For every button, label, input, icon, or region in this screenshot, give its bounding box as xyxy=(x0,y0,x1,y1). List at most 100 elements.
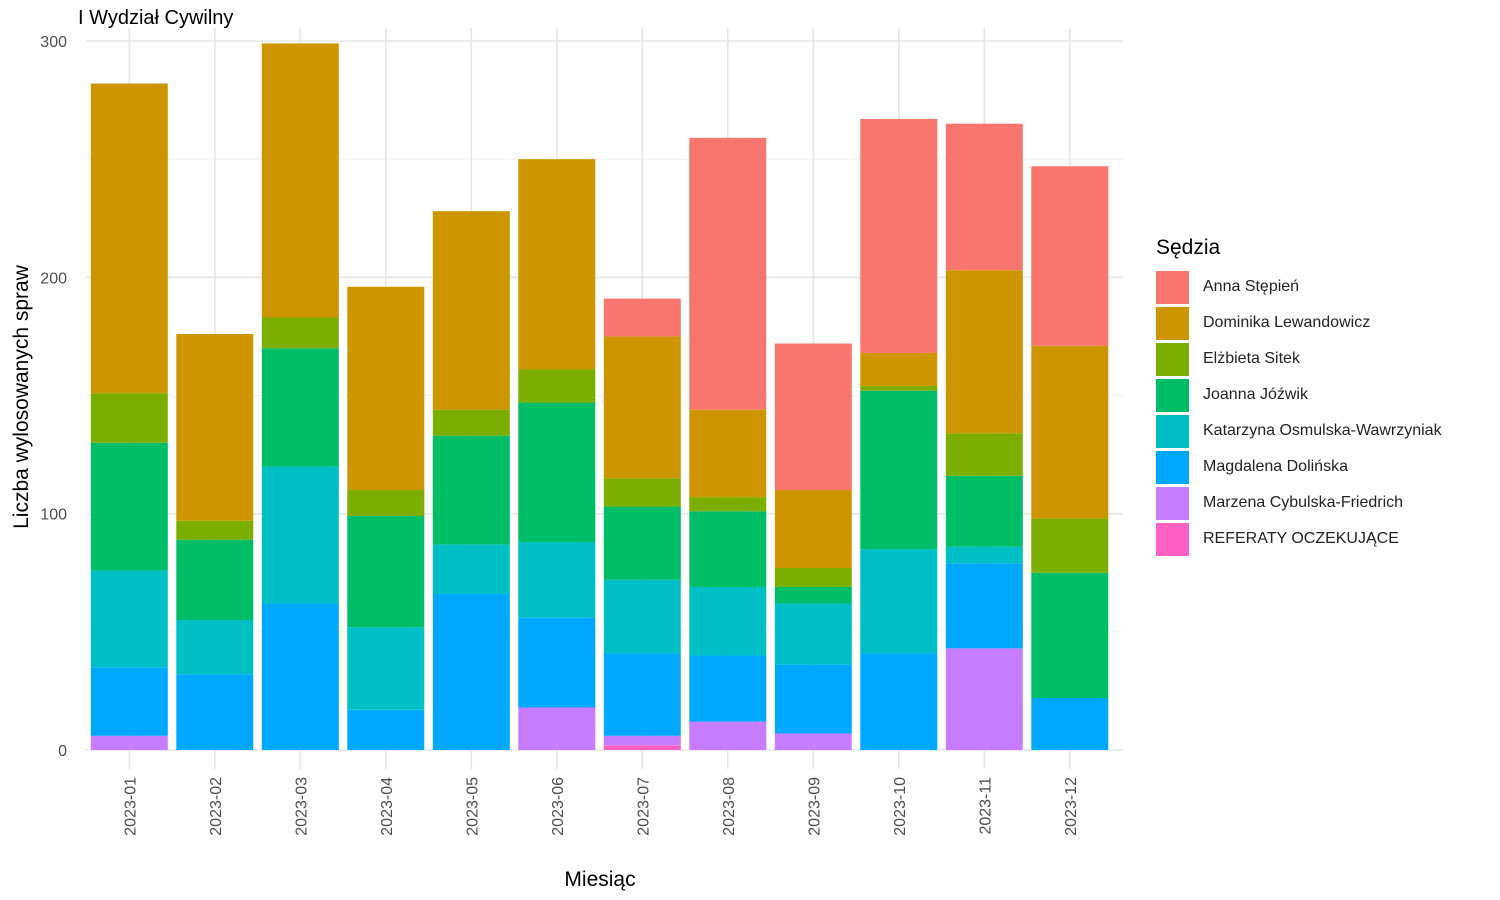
legend-item: Dominika Lewandowicz xyxy=(1156,305,1442,341)
bar-segment xyxy=(1031,572,1109,699)
legend-label: Katarzyna Osmulska-Wawrzyniak xyxy=(1203,422,1442,439)
bar-segment xyxy=(432,594,510,750)
bar-segment xyxy=(432,409,510,436)
bar-segment xyxy=(774,603,852,665)
x-tick-label: 2023-11 xyxy=(977,777,994,835)
y-tick-label: 100 xyxy=(40,507,67,524)
legend-swatch xyxy=(1156,342,1189,376)
bar-segment xyxy=(774,490,852,569)
bar-segment xyxy=(945,475,1023,547)
x-axis-label: Miesiąc xyxy=(564,868,635,891)
x-tick-label: 2023-09 xyxy=(806,777,823,836)
legend-swatch xyxy=(1156,450,1189,484)
legend-item: Anna Stępień xyxy=(1156,269,1442,305)
x-tick-label: 2023-02 xyxy=(208,777,225,836)
legend-swatch xyxy=(1156,414,1189,448)
legend-item: Marzena Cybulska-Friedrich xyxy=(1156,485,1442,521)
x-tick-label: 2023-08 xyxy=(721,777,738,836)
bar-segment xyxy=(860,352,938,387)
x-tick-label: 2023-12 xyxy=(1063,777,1080,836)
x-tick-label: 2023-07 xyxy=(635,777,652,836)
bar-segment xyxy=(518,369,596,403)
bar-segment xyxy=(261,317,339,349)
bar-segment xyxy=(176,539,254,621)
y-axis-label: Liczba wylosowanych spraw xyxy=(10,264,33,529)
bar-segment xyxy=(518,402,596,543)
bar-segment xyxy=(432,544,510,595)
legend-items: Anna Stępień Dominika Lewandowicz Elżbieta… xyxy=(1156,269,1442,557)
bar-segment xyxy=(1031,166,1109,346)
bar-segment xyxy=(945,270,1023,434)
y-axis-tick-labels: 0 100 200 300 xyxy=(40,34,67,760)
bar-segment xyxy=(945,546,1023,564)
bar-segment xyxy=(347,627,425,710)
y-tick-label: 0 xyxy=(58,743,67,760)
bar-segment xyxy=(689,497,767,512)
bar-segment xyxy=(1031,345,1109,519)
bar-segment xyxy=(860,118,938,353)
bar-segment xyxy=(774,733,852,750)
x-tick-label: 2023-01 xyxy=(122,777,139,836)
y-tick-label: 200 xyxy=(40,270,67,287)
x-tick-label: 2023-05 xyxy=(464,777,481,836)
bar-segment xyxy=(689,409,767,498)
bar-segment xyxy=(689,137,767,410)
bar-segment xyxy=(261,603,339,750)
bar-segment xyxy=(261,466,339,604)
bar-segment xyxy=(774,586,852,604)
bar-segment xyxy=(860,386,938,391)
legend-label: Dominika Lewandowicz xyxy=(1203,314,1371,331)
bar-segment xyxy=(176,620,254,675)
legend-label: Elżbieta Sitek xyxy=(1203,350,1300,367)
legend-swatch xyxy=(1156,522,1189,556)
bar-segment xyxy=(432,211,510,410)
bar-segment xyxy=(176,520,254,540)
bar-segment xyxy=(261,348,339,467)
bar-segment xyxy=(90,735,168,750)
bar-segment xyxy=(347,516,425,628)
legend-label: REFERATY OCZEKUJĄCE xyxy=(1203,530,1399,547)
bar-segment xyxy=(603,506,681,580)
bar-segment xyxy=(603,653,681,736)
bar-segment xyxy=(347,490,425,517)
bar-segment xyxy=(518,707,596,750)
legend-title: Sędzia xyxy=(1156,236,1221,259)
legend-label: Marzena Cybulska-Friedrich xyxy=(1203,494,1404,511)
legend-label: Anna Stępień xyxy=(1203,278,1300,295)
bar-segment xyxy=(945,433,1023,476)
bar-segment xyxy=(689,721,767,750)
bar-segment xyxy=(774,568,852,587)
legend-swatch xyxy=(1156,378,1189,412)
bar-segment xyxy=(261,43,339,318)
bars xyxy=(90,43,1109,750)
legend-item: Katarzyna Osmulska-Wawrzyniak xyxy=(1156,413,1442,449)
bar-segment xyxy=(603,478,681,507)
y-tick-label: 300 xyxy=(40,34,67,51)
legend-swatch xyxy=(1156,306,1189,340)
bar-segment xyxy=(1031,698,1109,750)
bar-segment xyxy=(90,570,168,668)
x-tick-label: 2023-10 xyxy=(892,777,909,836)
bar-segment xyxy=(1031,518,1109,573)
legend-label: Magdalena Dolińska xyxy=(1203,458,1348,475)
legend-swatch xyxy=(1156,486,1189,520)
bar-segment xyxy=(347,709,425,750)
bar-segment xyxy=(689,586,767,656)
x-axis-tick-labels: 2023-01 2023-02 2023-03 2023-04 2023-05 2023-… xyxy=(122,777,1080,836)
legend-swatch xyxy=(1156,270,1189,304)
legend: Sędzia Anna Stępień Dominika Lewandowicz E… xyxy=(1156,236,1442,557)
legend-item: REFERATY OCZEKUJĄCE xyxy=(1156,521,1442,557)
bar-segment xyxy=(90,667,168,736)
bar-segment xyxy=(432,435,510,545)
chart-title: I Wydział Cywilny xyxy=(78,7,234,29)
bar-segment xyxy=(603,579,681,654)
bar-segment xyxy=(774,343,852,491)
legend-item: Joanna Jóźwik xyxy=(1156,377,1442,413)
bar-segment xyxy=(945,123,1023,271)
bar-segment xyxy=(689,511,767,587)
bar-segment xyxy=(689,655,767,722)
bar-segment xyxy=(860,390,938,550)
bar-segment xyxy=(860,653,938,750)
bar-segment xyxy=(603,336,681,479)
